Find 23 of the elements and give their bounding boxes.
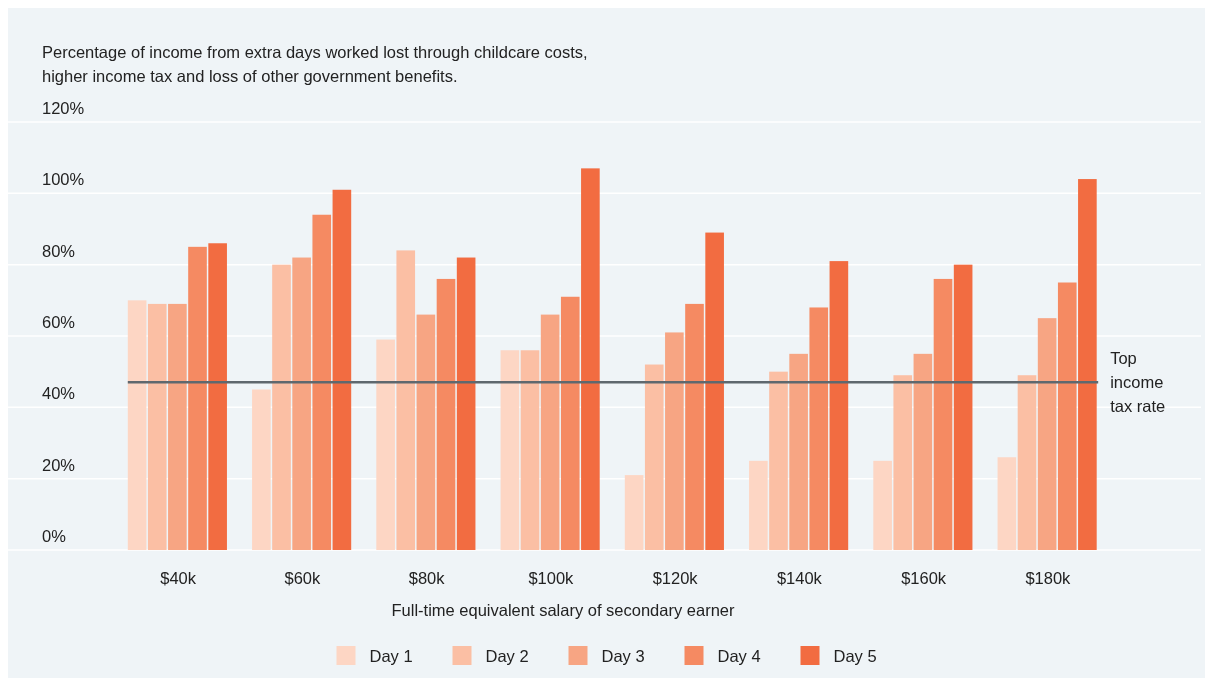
legend-label: Day 2 xyxy=(485,647,529,665)
y-tick-label: 80% xyxy=(42,241,76,260)
x-tick-label: $80k xyxy=(408,569,446,587)
y-tick-label: 120% xyxy=(42,99,85,117)
y-tick-label: 60% xyxy=(42,313,76,331)
legend-label: Day 3 xyxy=(601,647,645,665)
y-tick-label: 40% xyxy=(42,384,76,403)
legend-label: Day 5 xyxy=(833,647,877,665)
x-tick-label: $160k xyxy=(901,569,947,587)
ref-line-label: Top income tax rate xyxy=(1110,349,1166,416)
y-tick-label: 0% xyxy=(42,527,67,545)
y-tick-label: 100% xyxy=(42,170,85,189)
x-tick-label: $100k xyxy=(528,569,575,587)
chart-title: Percentage of income from extra days worked lost through childcare costs, higher income tax and loss of other government benefits. xyxy=(42,43,588,85)
x-tick-label: $140k xyxy=(776,569,823,587)
x-tick-label: $120k xyxy=(652,569,699,587)
y-tick-label: 20% xyxy=(42,455,76,474)
legend-label: Day 4 xyxy=(717,647,761,665)
x-tick-label: $40k xyxy=(160,569,197,587)
x-axis-title: Full-time equivalent salary of secondary earner xyxy=(391,601,735,619)
legend-label: Day 1 xyxy=(369,647,413,665)
x-tick-label: $180k xyxy=(1025,569,1072,587)
x-tick-label: $60k xyxy=(284,569,322,587)
